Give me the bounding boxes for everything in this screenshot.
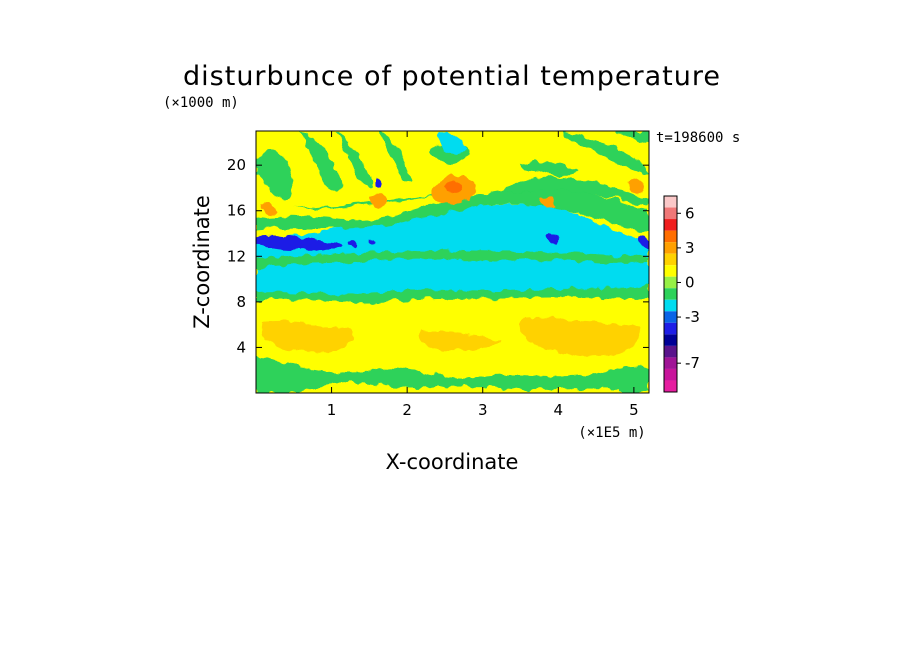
x-unit-label: (×1E5 m) [578,425,645,441]
colorbar-bin [664,311,677,323]
colorbar-tick-label: 3 [685,239,695,257]
colorbar-tick-label: -7 [685,354,700,372]
colorbar-bin [664,288,677,300]
colorbar-bin [664,357,677,369]
x-tick-label: 3 [478,401,488,419]
x-tick-label: 5 [629,401,639,419]
time-label: t=198600 s [656,130,740,146]
colorbar-bin [664,368,677,381]
plot-frame [255,130,650,394]
chart-title: disturbunce of potential temperature [183,61,721,92]
colorbar-tick-label: -3 [685,308,700,326]
y-tick-label: 16 [227,202,246,220]
colorbar-frame [663,195,678,393]
colorbar-bin [664,242,677,254]
x-tick-label: 2 [402,401,412,419]
colorbar-bin [664,265,677,277]
x-tick-label: 1 [327,401,337,419]
colorbar-bin [664,380,677,392]
colorbar-bin [664,196,677,208]
y-axis-label: Z-coordinate [190,195,214,329]
y-tick-label: 4 [236,338,246,356]
colorbar-bin [664,276,677,289]
colorbar-bin [664,230,677,243]
colorbar-bin [664,207,677,220]
y-tick-label: 8 [236,293,246,311]
colorbar-tick-label: 6 [685,204,695,222]
colorbar-bin [664,334,677,346]
colorbar: 6 3 0 -3 -7 [663,195,700,393]
y-tick-label: 12 [227,247,246,265]
y-axis: 4 8 12 16 20 [227,156,649,356]
colorbar-bin [664,219,677,231]
x-axis: 1 2 3 4 5 [327,131,639,419]
x-axis-label: X-coordinate [386,450,519,474]
colorbar-bin [664,345,677,358]
colorbar-bin [664,299,677,312]
y-tick-label: 20 [227,156,246,174]
colorbar-bin [664,322,677,335]
contour-field [256,131,649,393]
y-unit-label: (×1000 m) [163,95,239,111]
colorbar-bin [664,253,677,266]
x-tick-label: 4 [554,401,564,419]
colorbar-tick-label: 0 [685,273,695,291]
